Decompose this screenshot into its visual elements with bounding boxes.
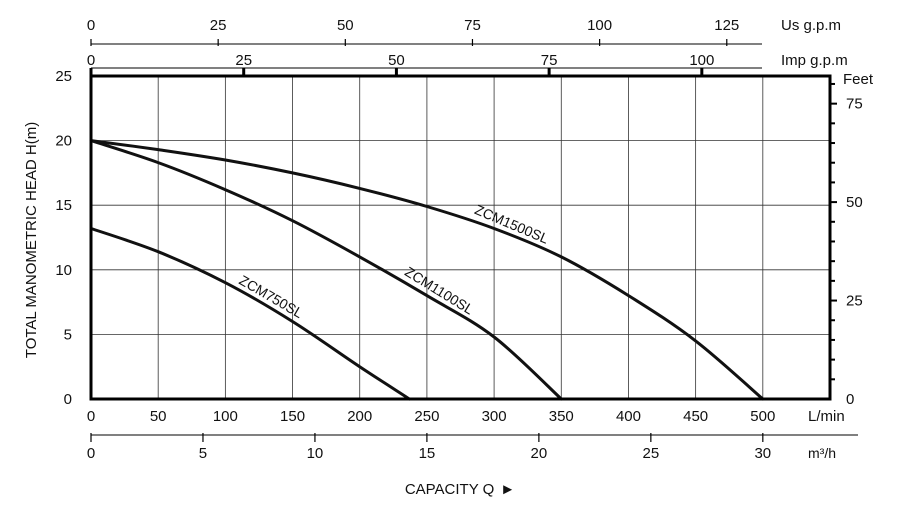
lmin-tick-label: 400 xyxy=(616,408,641,425)
series-line xyxy=(89,227,411,401)
m3h-tick-label: 30 xyxy=(754,445,771,462)
top-axes: 0 25 50 75 100 125 Us g.p.m 0 25 50 75 100 Imp g.p.m xyxy=(87,17,848,76)
capacity-arrow-icon: ► xyxy=(500,481,515,498)
lmin-tick-label: 200 xyxy=(347,408,372,425)
lmin-tick-label: 50 xyxy=(150,408,167,425)
series-label: ZCM750SL xyxy=(237,272,307,321)
lmin-tick-label: 350 xyxy=(549,408,574,425)
usgpm-tick-label: 75 xyxy=(464,17,481,34)
usgpm-unit-label: Us g.p.m xyxy=(781,17,841,34)
lmin-tick-label: 0 xyxy=(87,408,95,425)
lmin-unit-label: L/min xyxy=(808,408,845,425)
y-tick-label: 5 xyxy=(64,326,72,343)
x-axis-label: CAPACITY Q ► xyxy=(405,481,515,498)
bottom-axes: 0 50 100 150 200 250 300 350 400 450 500 L/min 0 5 10 1… xyxy=(87,408,858,462)
left-axis: 0 5 10 15 20 25 xyxy=(55,68,72,408)
usgpm-tick-label: 50 xyxy=(337,17,354,34)
impgpm-tick-label: 75 xyxy=(541,52,558,69)
impgpm-tick-label: 25 xyxy=(235,52,252,69)
lmin-tick-label: 150 xyxy=(280,408,305,425)
y-tick-label: 15 xyxy=(55,197,72,214)
y-tick-label: 0 xyxy=(64,391,72,408)
y-tick-label: 25 xyxy=(55,68,72,85)
y-tick-label: 20 xyxy=(55,133,72,150)
y-axis-label: TOTAL MANOMETRIC HEAD H(m) xyxy=(23,122,40,358)
lmin-tick-label: 250 xyxy=(414,408,439,425)
lmin-tick-label: 450 xyxy=(683,408,708,425)
m3h-tick-label: 25 xyxy=(643,445,660,462)
m3h-tick-label: 5 xyxy=(199,445,207,462)
m3h-unit-label: m³/h xyxy=(808,445,836,461)
lmin-tick-label: 300 xyxy=(482,408,507,425)
capacity-label: CAPACITY Q xyxy=(405,481,494,498)
usgpm-tick-label: 100 xyxy=(587,17,612,34)
impgpm-tick-label: 0 xyxy=(87,52,95,69)
usgpm-tick-label: 25 xyxy=(210,17,227,34)
impgpm-unit-label: Imp g.p.m xyxy=(781,52,848,69)
lmin-tick-label: 100 xyxy=(213,408,238,425)
m3h-tick-label: 20 xyxy=(531,445,548,462)
impgpm-tick-label: 50 xyxy=(388,52,405,69)
lmin-tick-label: 500 xyxy=(750,408,775,425)
series-line xyxy=(89,139,563,401)
usgpm-tick-label: 125 xyxy=(714,17,739,34)
m3h-tick-label: 10 xyxy=(307,445,324,462)
feet-unit-label: Feet xyxy=(843,71,874,88)
series-line xyxy=(89,139,765,401)
plot-frame xyxy=(89,74,832,401)
impgpm-tick-label: 100 xyxy=(689,52,714,69)
grid xyxy=(91,76,830,399)
feet-tick-label: 25 xyxy=(846,293,863,310)
right-axis: 0 25 50 75 Feet xyxy=(830,71,874,408)
feet-tick-label: 0 xyxy=(846,391,854,408)
usgpm-tick-label: 0 xyxy=(87,17,95,34)
m3h-tick-label: 15 xyxy=(419,445,436,462)
feet-tick-label: 50 xyxy=(846,194,863,211)
series-label: ZCM1100SL xyxy=(402,263,477,317)
feet-tick-label: 75 xyxy=(846,96,863,113)
m3h-tick-label: 0 xyxy=(87,445,95,462)
y-tick-label: 10 xyxy=(55,262,72,279)
